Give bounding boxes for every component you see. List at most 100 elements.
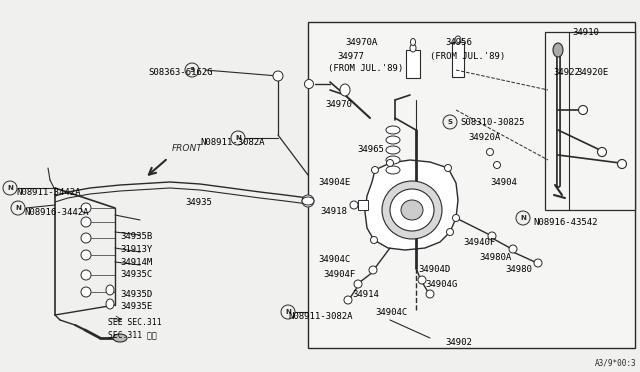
Text: S: S bbox=[189, 67, 195, 73]
Circle shape bbox=[81, 217, 91, 227]
Circle shape bbox=[387, 160, 394, 167]
Text: 34940F: 34940F bbox=[463, 238, 495, 247]
Ellipse shape bbox=[106, 285, 114, 295]
Text: 34935C: 34935C bbox=[120, 270, 152, 279]
Ellipse shape bbox=[106, 299, 114, 309]
Ellipse shape bbox=[455, 36, 461, 44]
Circle shape bbox=[516, 211, 530, 225]
Text: SEC.311 参照: SEC.311 参照 bbox=[108, 330, 157, 339]
Text: 34902: 34902 bbox=[445, 338, 472, 347]
Text: 34935: 34935 bbox=[185, 198, 212, 207]
Text: 34904F: 34904F bbox=[323, 270, 355, 279]
Circle shape bbox=[371, 237, 378, 244]
Text: 34904C: 34904C bbox=[318, 255, 350, 264]
Text: 34977: 34977 bbox=[337, 52, 364, 61]
Text: 34910: 34910 bbox=[572, 28, 599, 37]
Circle shape bbox=[273, 71, 283, 81]
Ellipse shape bbox=[386, 146, 400, 154]
Text: N08916-43542: N08916-43542 bbox=[533, 218, 598, 227]
Bar bbox=[406, 50, 420, 78]
Text: S: S bbox=[447, 119, 452, 125]
Text: (FROM JUL.'89): (FROM JUL.'89) bbox=[328, 64, 403, 73]
Circle shape bbox=[302, 195, 314, 207]
Ellipse shape bbox=[382, 181, 442, 239]
Bar bbox=[358, 200, 368, 210]
Text: SEE SEC.311: SEE SEC.311 bbox=[108, 318, 162, 327]
Ellipse shape bbox=[486, 148, 493, 155]
Ellipse shape bbox=[598, 148, 607, 157]
Ellipse shape bbox=[493, 161, 500, 169]
Circle shape bbox=[11, 201, 25, 215]
Circle shape bbox=[231, 131, 245, 145]
Circle shape bbox=[81, 287, 91, 297]
Bar bbox=[545, 32, 635, 210]
Text: N: N bbox=[235, 135, 241, 141]
Ellipse shape bbox=[305, 80, 314, 89]
Ellipse shape bbox=[618, 160, 627, 169]
Circle shape bbox=[369, 266, 377, 274]
Text: 31913Y: 31913Y bbox=[120, 245, 152, 254]
Circle shape bbox=[418, 276, 426, 284]
Text: N08911-3442A: N08911-3442A bbox=[16, 188, 81, 197]
Circle shape bbox=[354, 280, 362, 288]
Text: N08911-3082A: N08911-3082A bbox=[200, 138, 264, 147]
Text: FRONT: FRONT bbox=[172, 144, 203, 153]
Text: 34904C: 34904C bbox=[375, 308, 407, 317]
Text: 34970: 34970 bbox=[325, 100, 352, 109]
Text: 34920A: 34920A bbox=[468, 133, 500, 142]
Text: 34914: 34914 bbox=[352, 290, 379, 299]
Circle shape bbox=[452, 215, 460, 221]
Text: N: N bbox=[285, 309, 291, 315]
Circle shape bbox=[344, 296, 352, 304]
Ellipse shape bbox=[401, 200, 423, 220]
Circle shape bbox=[281, 305, 295, 319]
Bar bbox=[452, 42, 464, 77]
Circle shape bbox=[443, 115, 457, 129]
Ellipse shape bbox=[386, 126, 400, 134]
Text: S08310-30825: S08310-30825 bbox=[460, 118, 525, 127]
Text: 34904E: 34904E bbox=[318, 178, 350, 187]
Circle shape bbox=[534, 259, 542, 267]
Ellipse shape bbox=[302, 197, 314, 205]
Text: 34956: 34956 bbox=[445, 38, 472, 47]
Text: 34918: 34918 bbox=[320, 207, 347, 216]
Ellipse shape bbox=[386, 136, 400, 144]
Circle shape bbox=[447, 228, 454, 235]
Circle shape bbox=[488, 232, 496, 240]
Text: N: N bbox=[7, 185, 13, 191]
Circle shape bbox=[81, 270, 91, 280]
Ellipse shape bbox=[410, 44, 416, 52]
Circle shape bbox=[185, 63, 199, 77]
Circle shape bbox=[3, 181, 17, 195]
Ellipse shape bbox=[579, 106, 588, 115]
Text: 34904G: 34904G bbox=[425, 280, 457, 289]
Text: A3/9*00:3: A3/9*00:3 bbox=[595, 358, 637, 367]
Circle shape bbox=[81, 250, 91, 260]
Text: 34904D: 34904D bbox=[418, 265, 451, 274]
Text: N08911-3082A: N08911-3082A bbox=[288, 312, 353, 321]
Ellipse shape bbox=[410, 38, 415, 45]
Text: 34914M: 34914M bbox=[120, 258, 152, 267]
Circle shape bbox=[371, 167, 378, 173]
Ellipse shape bbox=[113, 334, 127, 342]
Text: 34935B: 34935B bbox=[120, 232, 152, 241]
Ellipse shape bbox=[386, 166, 400, 174]
Text: S08363-6162G: S08363-6162G bbox=[148, 68, 212, 77]
Text: 34970A: 34970A bbox=[345, 38, 377, 47]
Text: 34935E: 34935E bbox=[120, 302, 152, 311]
Text: 34965: 34965 bbox=[357, 145, 384, 154]
Text: (FROM JUL.'89): (FROM JUL.'89) bbox=[430, 52, 505, 61]
Circle shape bbox=[81, 233, 91, 243]
Text: 34980: 34980 bbox=[505, 265, 532, 274]
Text: N08916-3442A: N08916-3442A bbox=[24, 208, 88, 217]
Bar bbox=[308, 22, 635, 348]
Text: 34935D: 34935D bbox=[120, 290, 152, 299]
Circle shape bbox=[445, 164, 451, 171]
Text: 34980A: 34980A bbox=[479, 253, 511, 262]
Text: N: N bbox=[15, 205, 21, 211]
Text: 34922: 34922 bbox=[553, 68, 580, 77]
Ellipse shape bbox=[390, 189, 434, 231]
Text: 34904: 34904 bbox=[490, 178, 517, 187]
Polygon shape bbox=[365, 160, 458, 250]
Circle shape bbox=[350, 201, 358, 209]
